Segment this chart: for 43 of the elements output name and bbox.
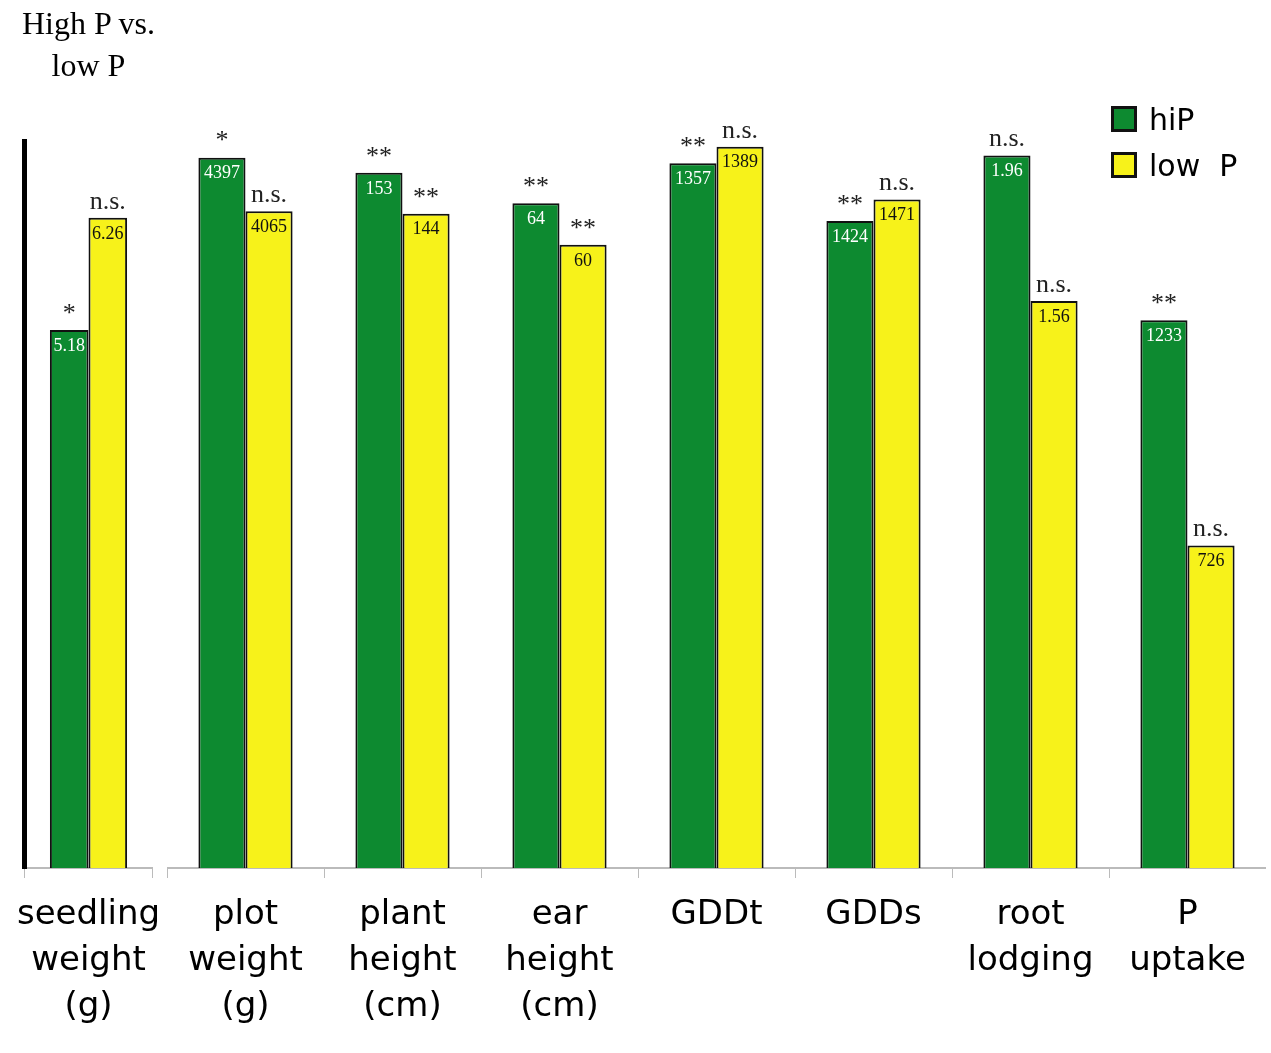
data-label: 4065: [251, 216, 288, 237]
data-label: 1.96: [991, 160, 1023, 181]
data-label: 153: [365, 177, 393, 198]
x-tick-label: GDDt: [670, 891, 763, 932]
annotation: n.s.: [721, 114, 759, 144]
legend-label: low P: [1149, 147, 1238, 183]
annotation: **: [1150, 288, 1177, 318]
data-label: 1424: [831, 225, 868, 246]
x-tick-label: ear height (cm): [505, 891, 614, 1024]
data-label: 1471: [879, 204, 916, 225]
data-label: 1233: [1145, 324, 1182, 345]
annotation: n.s.: [1192, 513, 1230, 543]
x-tick-label: seedling weight (g): [16, 891, 161, 1024]
legend-label: hiP: [1149, 101, 1195, 137]
data-label: 4397: [203, 162, 240, 183]
data-label: 1389: [722, 151, 759, 172]
data-label: 64: [526, 208, 545, 229]
annotation: **: [570, 212, 597, 242]
data-label: 1.56: [1038, 305, 1070, 326]
x-tick-label: plant height (cm): [348, 891, 457, 1024]
x-tick-label: plot weight (g): [188, 891, 303, 1024]
annotation: *: [215, 125, 229, 155]
x-tick-label: P uptake: [1129, 891, 1246, 978]
annotation: **: [413, 181, 440, 211]
data-label: 144: [412, 218, 440, 239]
annotation: **: [522, 171, 549, 201]
annotation: n.s.: [89, 185, 126, 215]
data-label: 60: [574, 249, 593, 270]
annotation: n.s.: [988, 123, 1026, 153]
x-tick-label: GDDs: [825, 891, 922, 932]
x-tick-label: root lodging: [967, 891, 1094, 978]
data-label: 5.18: [53, 334, 85, 355]
annotation: **: [365, 140, 392, 170]
annotation: n.s.: [250, 179, 288, 209]
annotation: n.s.: [1035, 268, 1073, 298]
data-label: 6.26: [92, 222, 124, 243]
data-label: 1357: [674, 168, 711, 189]
data-label: 726: [1197, 550, 1225, 571]
annotation: *: [62, 297, 76, 327]
chart-title: High P vs. low P: [20, 4, 157, 85]
annotation: **: [679, 131, 706, 161]
annotation: **: [836, 188, 863, 218]
annotation: n.s.: [878, 167, 916, 197]
